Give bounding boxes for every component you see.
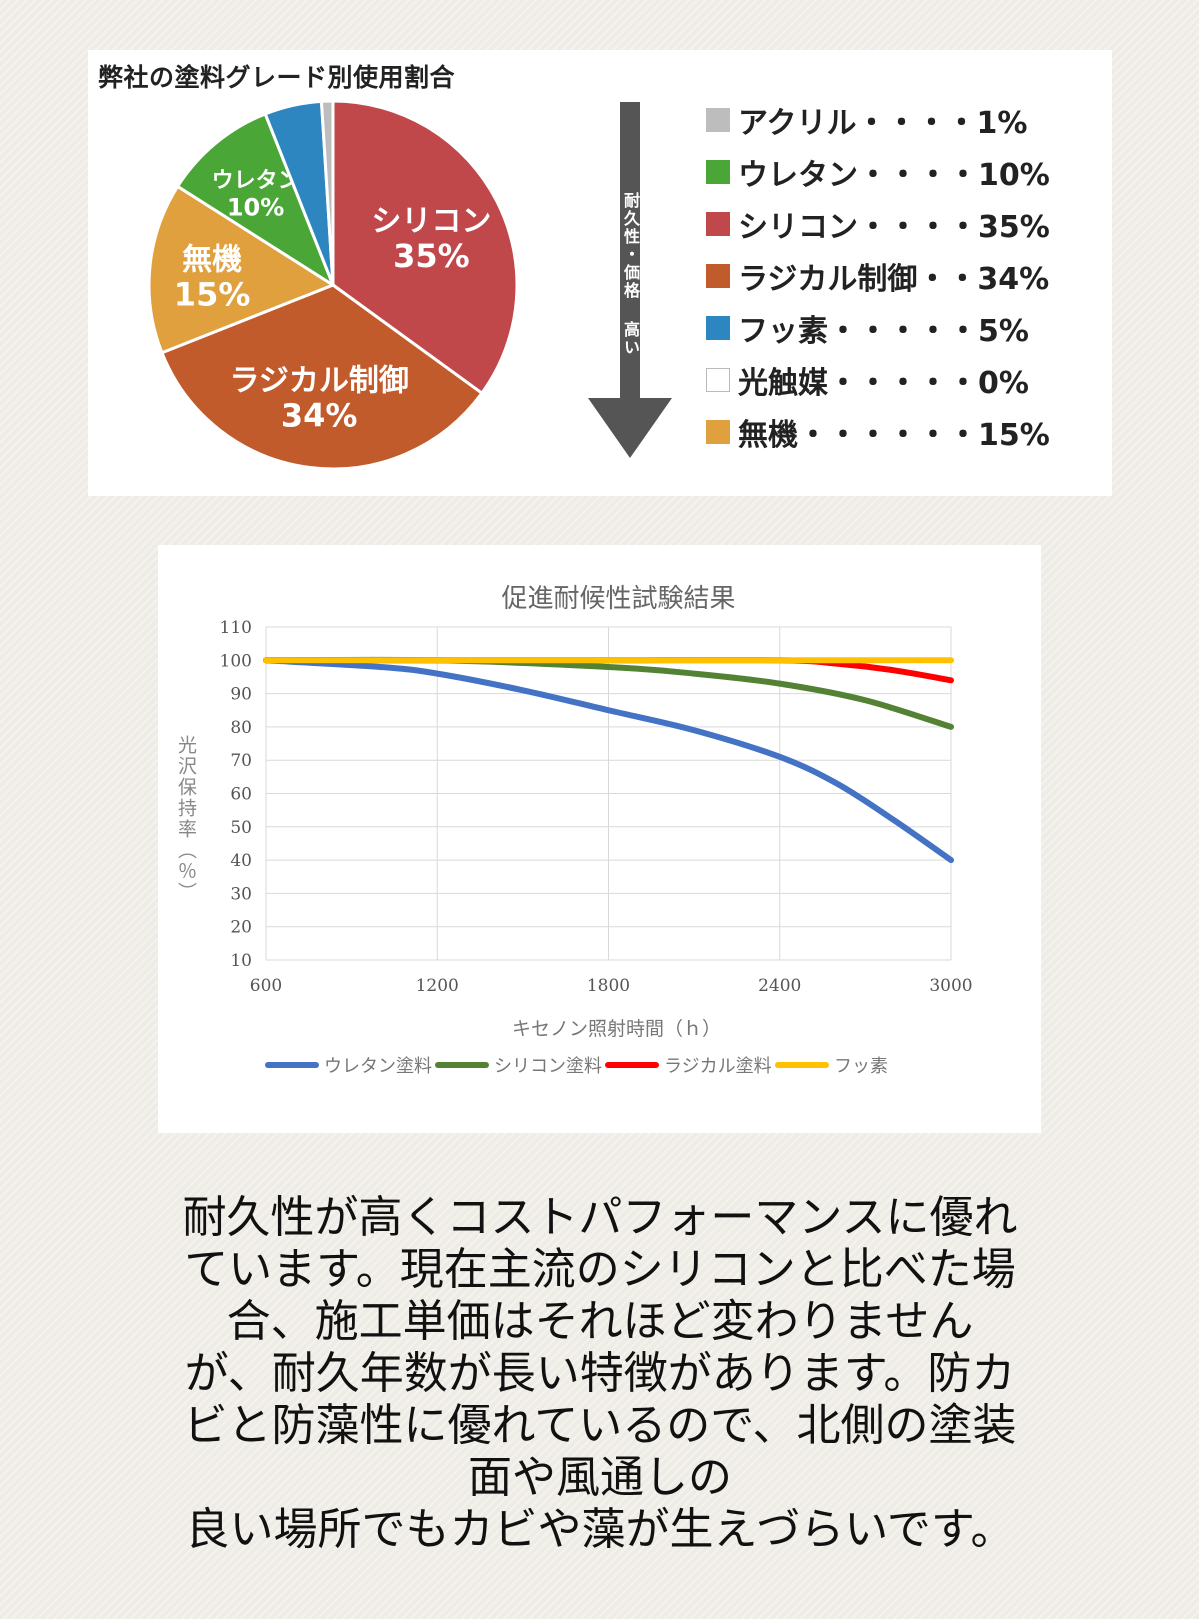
y-tick-label: 100: [220, 651, 252, 671]
x-tick-label: 600: [250, 976, 282, 996]
x-tick-label: 1800: [587, 976, 630, 996]
legend-item-urethane: ウレタン・・・・10%: [706, 146, 1050, 198]
legend-label: シリコン・・・・35%: [738, 210, 1050, 245]
legend-item-fluorine: フッ素・・・・・5%: [706, 302, 1050, 354]
y-tick-label: 50: [230, 818, 252, 838]
pie-slice-label: ウレタン: [212, 168, 300, 193]
pie-legend: アクリル・・・・1% ウレタン・・・・10% シリコン・・・・35% ラジカル制…: [706, 94, 1050, 458]
y-tick-label: 20: [230, 918, 252, 938]
legend-swatch: [706, 108, 730, 132]
pie-slice-percent: 35%: [393, 237, 470, 275]
line-chart-panel: 促進耐候性試験結果 10 20 30 40 50 60 70 80 90 100 110 600 1200…: [158, 545, 1041, 1133]
legend-label: フッ素・・・・・5%: [738, 314, 1029, 349]
legend-swatch: [706, 212, 730, 236]
durability-arrow: 耐久性・価格 高い: [588, 102, 672, 458]
y-tick-label: 70: [230, 751, 252, 771]
legend-item-radical: ラジカル制御・・34%: [706, 250, 1050, 302]
y-tick-label: 80: [230, 718, 252, 738]
pie-slice-label: シリコン: [371, 204, 491, 239]
legend-label: ウレタン・・・・10%: [738, 158, 1050, 193]
y-tick-label: 110: [220, 618, 252, 638]
pie-slice-percent: 15%: [174, 276, 251, 314]
description-line: 良い場所でもカビや藻が生えづらいです。: [185, 1504, 1015, 1555]
pie-chart-title: 弊社の塗料グレード別使用割合: [98, 63, 456, 92]
legend-swatch: [706, 264, 730, 288]
x-axis-label: キセノン照射時間（ｈ）: [512, 1018, 721, 1040]
pie-slice-percent: 10%: [227, 193, 284, 221]
pie-slice: [319, 99, 335, 286]
y-tick-label: 60: [230, 785, 252, 805]
line-legend-label: ラジカル塗料: [664, 1055, 772, 1077]
legend-label: 光触媒・・・・・0%: [738, 366, 1029, 401]
y-tick-label: 90: [230, 685, 252, 705]
legend-label: アクリル・・・・1%: [738, 106, 1028, 141]
legend-swatch: [706, 420, 730, 444]
pie-slice: [159, 283, 484, 471]
description-line: 合、施工単価はそれほど変わりません: [226, 1296, 974, 1347]
legend-swatch: [706, 368, 730, 392]
line-series: [263, 657, 954, 864]
line-legend-label: ウレタン塗料: [324, 1055, 432, 1077]
description-text: 耐久性が高くコストパフォーマンスに優れ ています。現在主流のシリコンと比べた場 …: [100, 1192, 1100, 1556]
y-tick-label: 30: [230, 884, 252, 904]
legend-label: 無機・・・・・・15%: [738, 418, 1050, 453]
description-line: 耐久性が高くコストパフォーマンスに優れ: [182, 1192, 1018, 1243]
pie-slice-percent: 34%: [281, 397, 358, 435]
legend-item-inorganic: 無機・・・・・・15%: [706, 406, 1050, 458]
line-legend-label: フッ素: [834, 1056, 888, 1077]
pie-slice: [175, 111, 337, 289]
legend-item-acrylic: アクリル・・・・1%: [706, 94, 1050, 146]
legend-swatch: [706, 316, 730, 340]
arrow-down-icon: [588, 102, 672, 458]
y-tick-label: 10: [230, 951, 252, 971]
y-tick-label: 40: [230, 851, 252, 871]
description-line: が、耐久年数が長い特徴があります。防カ: [184, 1348, 1016, 1399]
x-tick-label: 2400: [758, 976, 801, 996]
pie-slice: [147, 184, 337, 355]
pie-slice: [331, 99, 519, 396]
arrow-label: 耐久性・価格 高い: [621, 192, 640, 357]
line-chart: 促進耐候性試験結果 10 20 30 40 50 60 70 80 90 100 110 600 1200…: [175, 584, 973, 1077]
x-tick-label: 3000: [929, 976, 972, 996]
description-line: 面や風通しの: [468, 1452, 732, 1503]
description-line: ています。現在主流のシリコンと比べた場: [184, 1244, 1016, 1295]
pie-chart-panel: シリコン 35% ラジカル制御 34% 無機 15% ウレタン 10% 弊社の塗料グレード別使…: [88, 50, 1112, 496]
pie-slice-label: 無機: [182, 243, 242, 278]
legend-item-silicone: シリコン・・・・35%: [706, 198, 1050, 250]
x-tick-label: 1200: [416, 976, 459, 996]
legend-swatch: [706, 160, 730, 184]
description-line: ビと防藻性に優れているので、北側の塗装: [183, 1400, 1017, 1451]
y-axis-label: 光沢保持率（％）: [175, 735, 197, 903]
legend-item-photocatalyst: 光触媒・・・・・0%: [706, 354, 1050, 406]
line-chart-title: 促進耐候性試験結果: [501, 584, 735, 614]
pie-slice-label: ラジカル制御: [229, 364, 408, 399]
line-legend-label: シリコン塗料: [494, 1055, 602, 1077]
legend-label: ラジカル制御・・34%: [738, 262, 1050, 297]
